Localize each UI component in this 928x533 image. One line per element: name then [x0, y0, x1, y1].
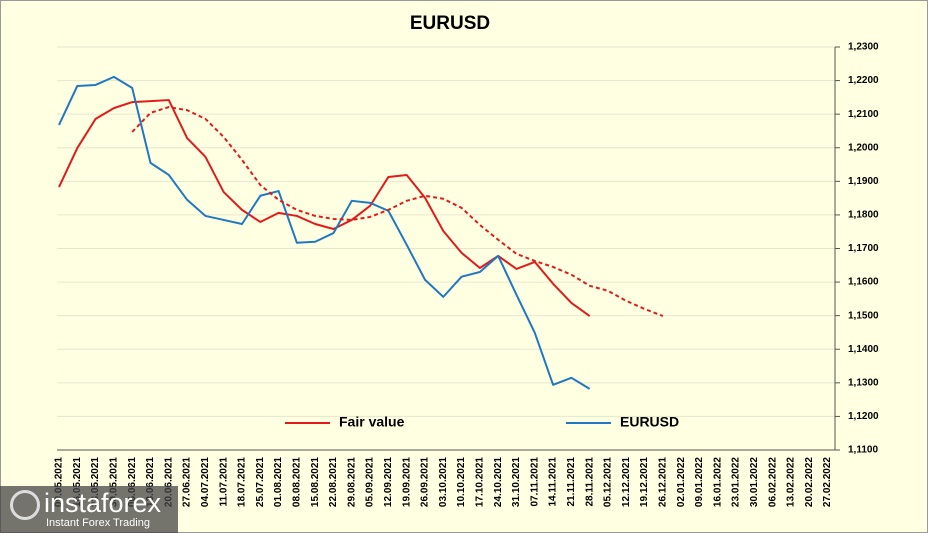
x-tick-label: 26.12.2021 — [658, 457, 669, 507]
x-tick-label: 30.01.2022 — [749, 457, 760, 507]
x-tick-label: 04.07.2021 — [200, 457, 211, 507]
y-tick-label: 1,1100 — [848, 445, 878, 456]
x-tick-label: 27.02.2022 — [822, 457, 833, 507]
x-tick-label: 01.08.2021 — [273, 457, 284, 507]
x-tick-label: 16.01.2022 — [712, 457, 723, 507]
brand: instaforex — [44, 488, 162, 518]
x-tick-label: 12.12.2021 — [621, 457, 632, 507]
x-tick-label: 05.09.2021 — [365, 457, 376, 507]
y-tick-label: 1,1600 — [848, 277, 879, 288]
legend-label: EURUSD — [620, 414, 679, 430]
legend-label: Fair value — [339, 414, 405, 430]
x-tick-label: 07.11.2021 — [529, 457, 540, 507]
x-tick-label: 19.12.2021 — [639, 457, 650, 507]
x-tick-label: 25.07.2021 — [255, 457, 266, 507]
series-line — [131, 106, 664, 317]
x-tick-label: 08.08.2021 — [292, 457, 303, 507]
tagline: Instant Forex Trading — [46, 517, 150, 529]
y-tick-label: 1,1400 — [848, 344, 879, 355]
y-tick-label: 1,2100 — [848, 109, 879, 120]
x-tick-label: 17.10.2021 — [475, 457, 486, 507]
x-tick-label: 30.05.2021 — [109, 457, 120, 507]
y-tick-label: 1,2200 — [848, 75, 879, 86]
chart-title: EURUSD — [410, 13, 490, 34]
x-tick-label: 05.12.2021 — [603, 457, 614, 507]
x-tick-label: 26.09.2021 — [420, 457, 431, 507]
x-tick-label: 03.10.2021 — [438, 457, 449, 507]
y-tick-label: 1,1700 — [848, 243, 879, 254]
x-tick-label: 11.07.2021 — [218, 457, 229, 507]
watermark: instaforex Instant Forex Trading — [0, 486, 178, 533]
x-tick-label: 09.01.2022 — [694, 457, 705, 507]
x-tick-label: 28.11.2021 — [584, 457, 595, 507]
x-tick-label: 06.02.2022 — [767, 457, 778, 507]
x-tick-label: 29.08.2021 — [346, 457, 357, 507]
x-tick-label: 16.05.2021 — [72, 457, 83, 507]
x-tick-label: 02.01.2022 — [676, 457, 687, 507]
x-tick-label: 10.10.2021 — [456, 457, 467, 507]
x-tick-label: 15.08.2021 — [310, 457, 321, 507]
y-tick-label: 1,1800 — [848, 210, 879, 221]
x-tick-label: 23.01.2022 — [731, 457, 742, 507]
x-tick-label: 27.06.2021 — [182, 457, 193, 507]
x-tick-label: 09.05.2021 — [54, 457, 65, 507]
x-tick-label: 19.09.2021 — [401, 457, 412, 507]
y-tick-label: 1,1300 — [848, 377, 879, 388]
x-tick-label: 14.11.2021 — [548, 457, 559, 507]
series-line — [58, 75, 591, 390]
x-tick-label: 20.02.2022 — [804, 457, 815, 507]
y-tick-label: 1,1900 — [848, 176, 879, 187]
x-tick-label: 31.10.2021 — [511, 457, 522, 507]
x-tick-label: 22.08.2021 — [328, 457, 339, 507]
x-tick-label: 18.07.2021 — [237, 457, 248, 507]
x-tick-label: 13.02.2022 — [786, 457, 797, 507]
y-tick-label: 1,2300 — [848, 42, 879, 53]
series-line — [58, 99, 591, 317]
y-tick-label: 1,1500 — [848, 310, 879, 321]
x-tick-label: 12.09.2021 — [383, 457, 394, 507]
x-tick-label: 23.05.2021 — [90, 457, 101, 507]
x-tick-label: 06.06.2021 — [127, 457, 138, 507]
x-tick-label: 20.06.2021 — [163, 457, 174, 507]
y-tick-label: 1,1200 — [848, 411, 879, 422]
y-tick-label: 1,2000 — [848, 142, 879, 153]
x-tick-label: 24.10.2021 — [493, 457, 504, 507]
logo — [10, 490, 40, 520]
x-tick-label: 13.06.2021 — [145, 457, 156, 507]
x-tick-label: 21.11.2021 — [566, 457, 577, 507]
